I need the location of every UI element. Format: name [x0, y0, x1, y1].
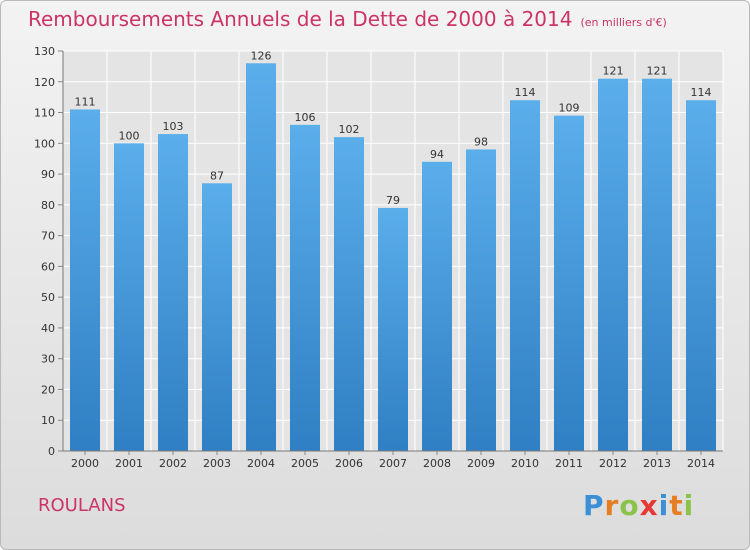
proxiti-logo: Proxiti: [583, 489, 694, 522]
x-tick-label: 2001: [115, 457, 143, 470]
bar-value-label: 114: [515, 86, 536, 99]
bar-value-label: 94: [430, 148, 444, 161]
x-tick-label: 2011: [555, 457, 583, 470]
bar: [290, 124, 320, 451]
bar: [554, 115, 584, 451]
bar: [598, 78, 628, 451]
bar: [686, 100, 716, 451]
bar: [378, 207, 408, 451]
bar: [422, 161, 452, 451]
x-tick-label: 2014: [687, 457, 715, 470]
bar: [510, 100, 540, 451]
chart-title: Remboursements Annuels de la Dette de 20…: [28, 7, 667, 31]
y-tick-label: 110: [34, 107, 55, 120]
y-tick-label: 30: [41, 353, 55, 366]
x-tick-label: 2006: [335, 457, 363, 470]
y-tick-label: 20: [41, 383, 55, 396]
x-tick-label: 2003: [203, 457, 231, 470]
bar: [158, 134, 188, 452]
logo-letter: o: [619, 489, 640, 522]
bar-value-label: 103: [163, 120, 184, 133]
bar: [70, 109, 100, 451]
bar: [246, 63, 276, 452]
y-tick-label: 60: [41, 260, 55, 273]
y-tick-label: 100: [34, 137, 55, 150]
bar-value-label: 111: [75, 95, 96, 108]
bar-value-label: 121: [647, 65, 668, 78]
bar: [466, 149, 496, 451]
bar-value-label: 98: [474, 135, 488, 148]
bar-value-label: 121: [603, 65, 624, 78]
y-tick-label: 90: [41, 168, 55, 181]
x-tick-label: 2010: [511, 457, 539, 470]
logo-letter: x: [639, 489, 659, 522]
y-tick-label: 70: [41, 230, 55, 243]
x-tick-label: 2002: [159, 457, 187, 470]
logo-letter: i: [658, 489, 670, 522]
bar-value-label: 100: [119, 129, 140, 142]
chart-title-main: Remboursements Annuels de la Dette de 20…: [28, 7, 573, 31]
logo-letter: r: [604, 489, 620, 522]
bar-value-label: 79: [386, 194, 400, 207]
x-tick-label: 2005: [291, 457, 319, 470]
logo-letter: P: [583, 489, 605, 522]
y-tick-label: 130: [34, 45, 55, 58]
bar-value-label: 106: [295, 111, 316, 124]
bar-value-label: 87: [210, 169, 224, 182]
x-tick-label: 2008: [423, 457, 451, 470]
bar-value-label: 126: [251, 49, 272, 62]
x-tick-label: 2007: [379, 457, 407, 470]
bar-value-label: 109: [559, 102, 580, 115]
x-tick-label: 2000: [71, 457, 99, 470]
bar: [114, 143, 144, 452]
chart-title-unit: (en milliers d'€): [580, 16, 667, 29]
logo-letter: i: [683, 489, 695, 522]
x-tick-label: 2004: [247, 457, 275, 470]
x-tick-label: 2012: [599, 457, 627, 470]
y-tick-label: 120: [34, 76, 55, 89]
bar-value-label: 102: [339, 123, 360, 136]
city-label: ROULANS: [38, 495, 126, 516]
y-tick-label: 10: [41, 414, 55, 427]
x-tick-label: 2013: [643, 457, 671, 470]
bar: [642, 78, 672, 451]
y-tick-label: 40: [41, 322, 55, 335]
x-tick-label: 2009: [467, 457, 495, 470]
bar: [334, 137, 364, 451]
bar: [202, 183, 232, 452]
logo-letter: t: [669, 489, 684, 522]
bar-value-label: 114: [691, 86, 712, 99]
y-tick-label: 50: [41, 291, 55, 304]
y-tick-label: 80: [41, 199, 55, 212]
y-tick-label: 0: [48, 445, 55, 458]
